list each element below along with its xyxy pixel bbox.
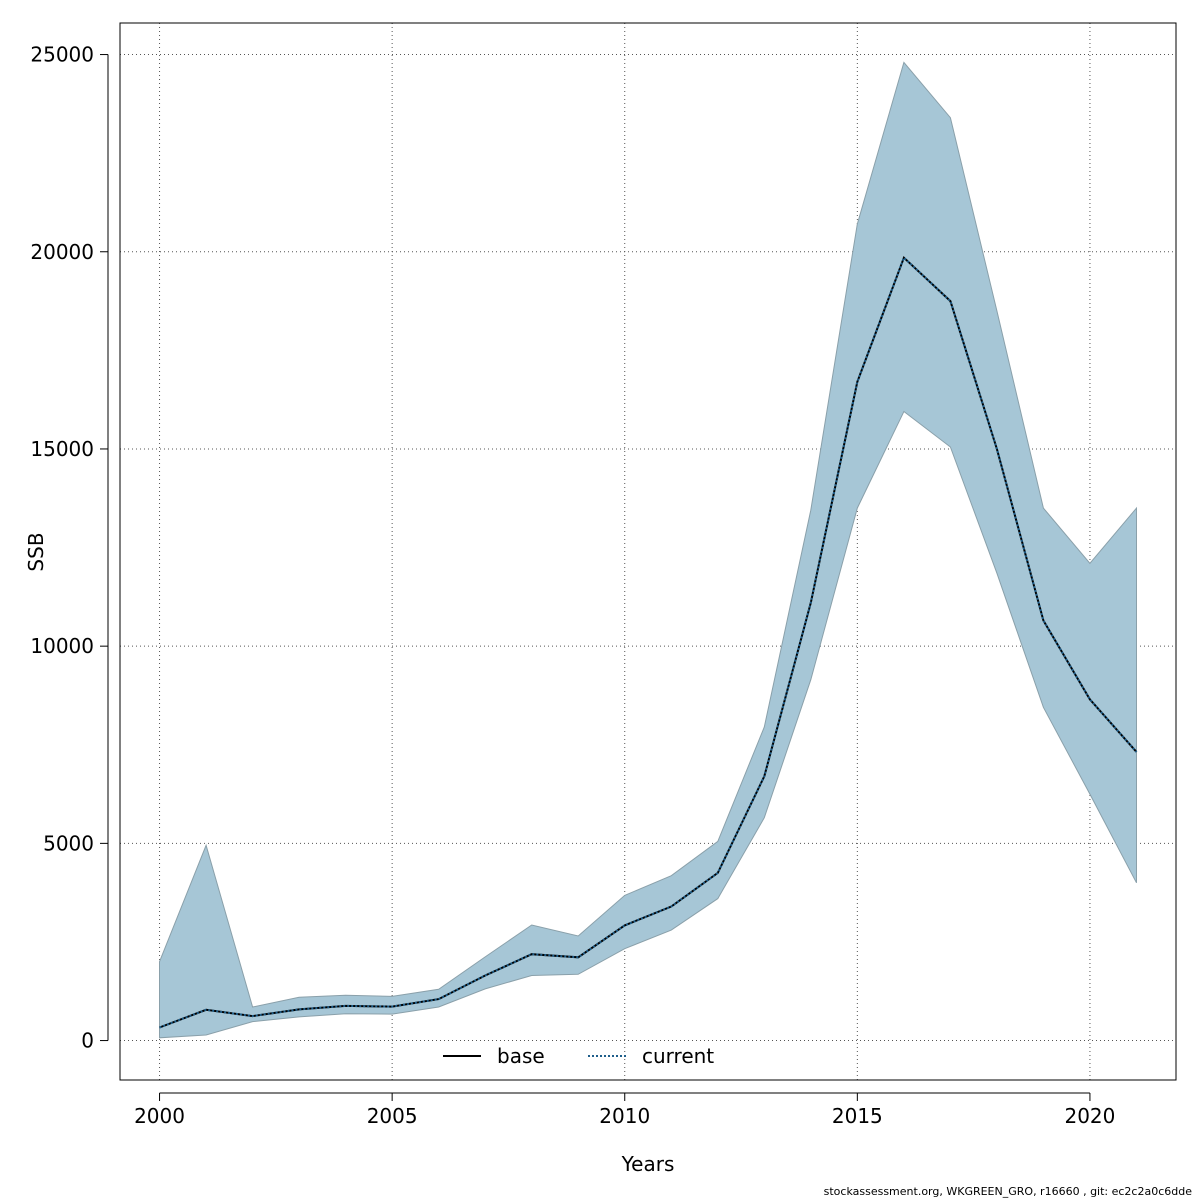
- series-lines-layer: [159, 255, 1138, 1029]
- footer-credit: stockassessment.org, WKGREEN_GRO, r16660…: [823, 1185, 1192, 1198]
- x-tick-label-2015: 2015: [832, 1104, 883, 1128]
- y-tick-label-20000: 20000: [30, 240, 94, 264]
- confidence-band-layer: [159, 61, 1137, 1039]
- x-tick-label-2005: 2005: [367, 1104, 418, 1128]
- confidence-band: [159, 61, 1137, 1039]
- grid-lines: [120, 23, 1176, 1080]
- y-tick-label-25000: 25000: [30, 43, 94, 67]
- y-tick-label-15000: 15000: [30, 437, 94, 461]
- y-axis-title: SSB: [24, 532, 48, 571]
- y-tick-label-0: 0: [81, 1029, 94, 1053]
- x-axis: 2000 2005 2010 2015 2020: [134, 1092, 1115, 1128]
- x-tick-label-2000: 2000: [134, 1104, 185, 1128]
- y-tick-label-10000: 10000: [30, 634, 94, 658]
- legend-current-label: current: [642, 1044, 714, 1068]
- legend: base current: [443, 1044, 714, 1068]
- x-axis-title: Years: [621, 1152, 675, 1176]
- y-tick-label-5000: 5000: [43, 831, 94, 855]
- plot-frame: [119, 22, 1177, 1081]
- y-axis: 0 5000 10000 15000 20000 25000: [30, 43, 109, 1053]
- x-tick-label-2010: 2010: [599, 1104, 650, 1128]
- legend-base-label: base: [497, 1044, 545, 1068]
- series-line-current: [159, 255, 1138, 1029]
- x-tick-label-2020: 2020: [1064, 1104, 1115, 1128]
